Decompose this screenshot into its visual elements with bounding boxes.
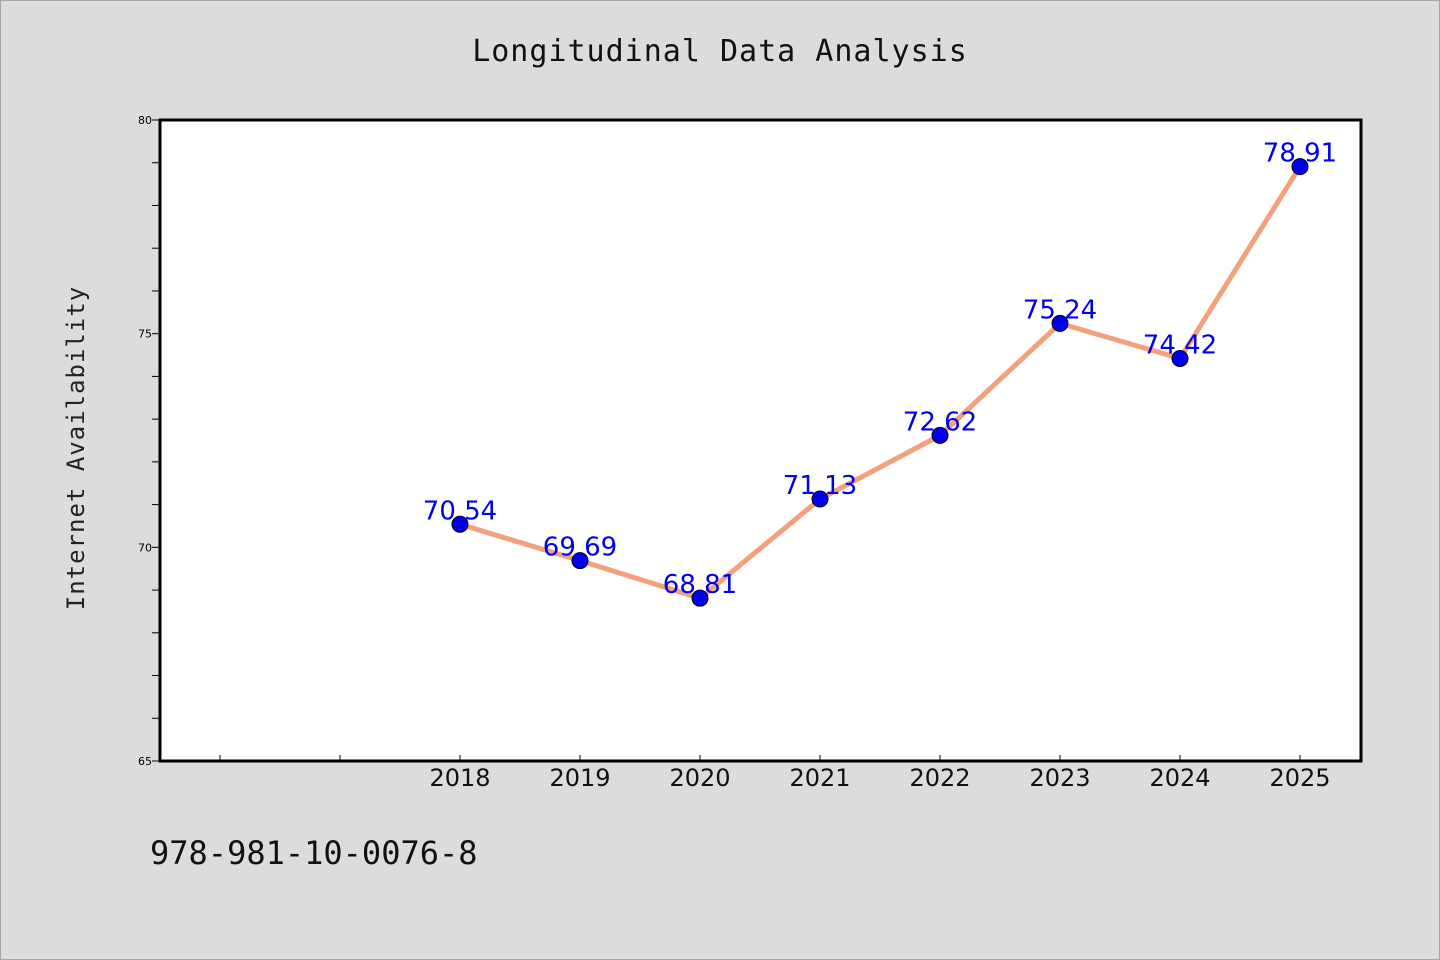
data-label: 70.54 bbox=[423, 496, 497, 526]
data-point bbox=[1171, 349, 1189, 367]
x-tick-label: 2021 bbox=[789, 764, 850, 792]
y-tick-label: 80 bbox=[138, 114, 152, 127]
data-point bbox=[811, 490, 829, 508]
plot-area bbox=[158, 118, 1363, 763]
x-tick-label: 2020 bbox=[669, 764, 730, 792]
series-line bbox=[457, 164, 1303, 601]
data-label: 69.69 bbox=[543, 533, 617, 563]
data-point bbox=[571, 552, 589, 570]
data-label: 72.62 bbox=[903, 407, 977, 437]
data-label: 74.42 bbox=[1143, 330, 1217, 360]
y-tick-label: 75 bbox=[138, 328, 152, 341]
data-point bbox=[451, 515, 469, 533]
x-tick-label: 2025 bbox=[1269, 764, 1330, 792]
isbn-text: 978-981-10-0076-8 bbox=[150, 834, 478, 872]
data-label: 71.13 bbox=[783, 471, 857, 501]
data-label: 68.81 bbox=[663, 570, 737, 600]
data-point bbox=[1051, 314, 1069, 332]
y-tick-label: 65 bbox=[138, 755, 152, 768]
x-tick-label: 2019 bbox=[549, 764, 610, 792]
data-label: 75.24 bbox=[1023, 295, 1097, 325]
x-tick-label: 2024 bbox=[1149, 764, 1210, 792]
chart-title: Longitudinal Data Analysis bbox=[472, 34, 968, 69]
data-point bbox=[931, 426, 949, 444]
data-point bbox=[1291, 158, 1309, 176]
x-tick-label: 2022 bbox=[909, 764, 970, 792]
data-point bbox=[691, 589, 709, 607]
y-tick-label: 70 bbox=[138, 541, 152, 554]
x-tick-label: 2023 bbox=[1029, 764, 1090, 792]
x-tick-label: 2018 bbox=[429, 764, 490, 792]
data-label: 78.91 bbox=[1263, 139, 1337, 169]
